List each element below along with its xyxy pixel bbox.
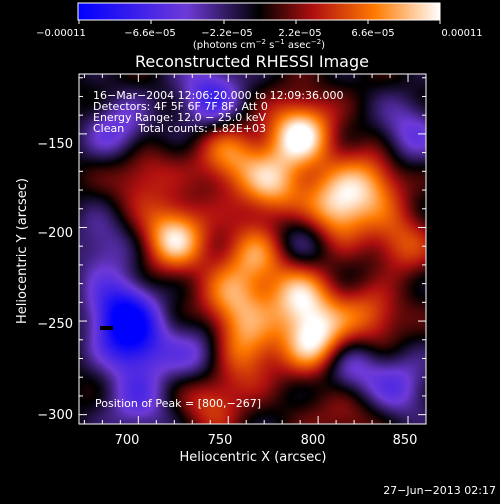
heatmap-image [79,74,426,424]
units-sup: −1 [274,38,284,46]
colorbar-tick-label: 6.6e−05 [351,28,394,39]
colorbar [77,2,441,21]
units-part: (photons cm [193,40,256,51]
footer-timestamp: 27−Jun−2013 02:17 [383,484,496,497]
colorbar-tick-label: −6.6e−05 [124,28,176,39]
y-axis-label: Heliocentric Y (arcsec) [15,178,30,324]
x-tick-label: 850 [393,433,418,448]
y-tick-label: −250 [37,317,73,332]
annotation-clean: Clean Total counts: 1.82E+03 [93,122,266,135]
y-axis-ticks [79,77,426,416]
colorbar-tick-label: −2.2e−05 [201,28,253,39]
colorbar-tick-label: 0.00011 [441,28,482,39]
x-tick-label: 750 [208,433,233,448]
colorbar-ticks [78,20,441,24]
annotation-energy: Energy Range: 12.0 − 25.0 keV [93,111,267,124]
units-part: asec [285,40,311,51]
x-tick-label: 800 [301,433,326,448]
y-tick-label: −200 [37,226,73,241]
colorbar-units: (photons cm−2 s−1 asec−2) [193,38,325,51]
x-axis-label: Heliocentric X (arcsec) [180,450,327,465]
units-part: s [266,40,274,51]
peak-marker [100,326,113,330]
x-axis-ticks [83,74,427,424]
y-tick-label: −300 [37,408,73,423]
y-tick-label: −150 [37,137,73,152]
plot-frame [78,73,427,425]
colorbar-tick-label: 2.2e−05 [278,28,321,39]
annotation-peak-position: Position of Peak = [800,−267] [95,397,261,410]
colorbar-tick-label: −0.00011 [36,28,86,39]
units-sup: −2 [311,38,321,46]
units-part: ) [321,40,325,51]
annotation-time-range: 16−Mar−2004 12:06:20.000 to 12:09:36.000 [93,89,344,102]
chart-title: Reconstructed RHESSI Image [135,52,369,71]
annotation-detectors: Detectors: 4F 5F 6F 7F 8F, Att 0 [93,100,268,113]
x-tick-label: 700 [115,433,140,448]
units-sup: −2 [256,38,266,46]
